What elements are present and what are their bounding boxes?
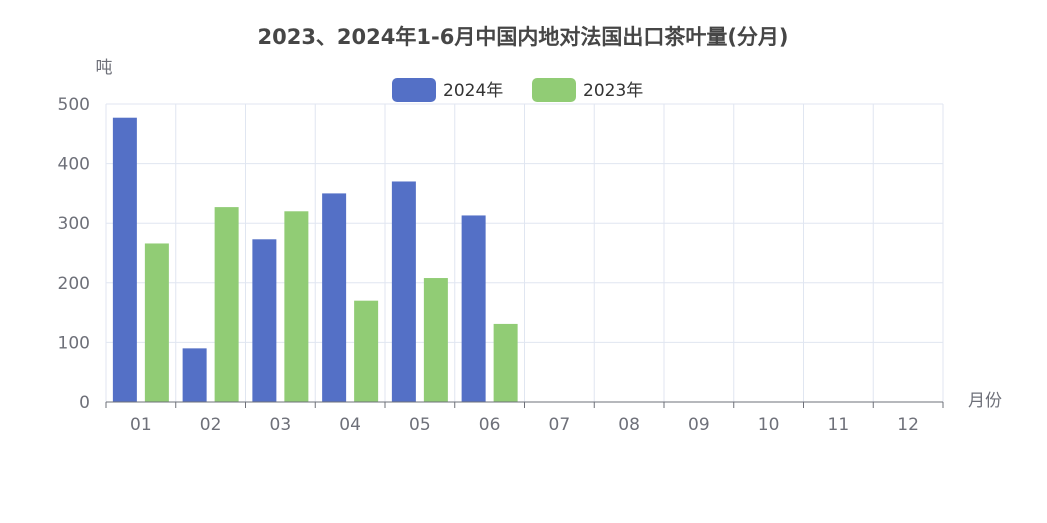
x-tick-label: 08 [618,415,640,435]
bar-2023年-05[interactable] [423,278,448,402]
x-tick-label: 05 [409,415,431,435]
bar-2024年-03[interactable] [252,239,277,402]
y-axis-title: 吨 [96,58,113,78]
bar-2024年-04[interactable] [322,193,347,402]
bar-2023年-02[interactable] [214,207,239,402]
x-tick-label: 04 [339,415,361,435]
bar-2024年-01[interactable] [112,117,137,402]
y-tick-label: 100 [58,333,90,353]
bar-2023年-01[interactable] [144,243,169,402]
x-axis-title: 月份 [968,391,1002,411]
legend[interactable]: 2024年 2023年 [392,78,643,102]
y-tick-label: 0 [79,393,90,413]
x-tick-label: 06 [479,415,501,435]
y-tick-label: 300 [58,214,90,234]
y-tick-label: 400 [58,155,90,175]
bar-2024年-06[interactable] [461,215,486,402]
y-tick-label: 500 [58,95,90,115]
bar-2024年-02[interactable] [182,348,207,402]
bar-2023年-03[interactable] [284,211,309,402]
x-tick-label: 10 [758,415,780,435]
chart-title: 2023、2024年1-6月中国内地对法国出口茶叶量(分月) [257,25,788,49]
grid-lines [105,103,944,402]
bar-2024年-05[interactable] [391,181,416,402]
x-tick-label: 12 [897,415,919,435]
bar-2023年-06[interactable] [493,323,518,402]
legend-swatch-2024 [392,78,436,102]
legend-item-2024[interactable]: 2024年 [392,78,503,102]
legend-label-2024: 2024年 [443,81,503,101]
legend-item-2023[interactable]: 2023年 [532,78,643,102]
x-tick-label: 01 [130,415,152,435]
x-tick-label: 07 [549,415,571,435]
y-axis-ticks: 0 100 200 300 400 500 [58,95,90,413]
legend-label-2023: 2023年 [583,81,643,101]
x-tick-label: 11 [828,415,850,435]
x-axis: 01 02 03 04 05 06 07 08 09 10 11 12 [105,401,944,435]
y-tick-label: 200 [58,274,90,294]
bar-2023年-04[interactable] [354,300,379,402]
bar-series [112,117,518,402]
legend-swatch-2023 [532,78,576,102]
x-tick-label: 03 [270,415,292,435]
x-tick-label: 09 [688,415,710,435]
x-tick-label: 02 [200,415,222,435]
